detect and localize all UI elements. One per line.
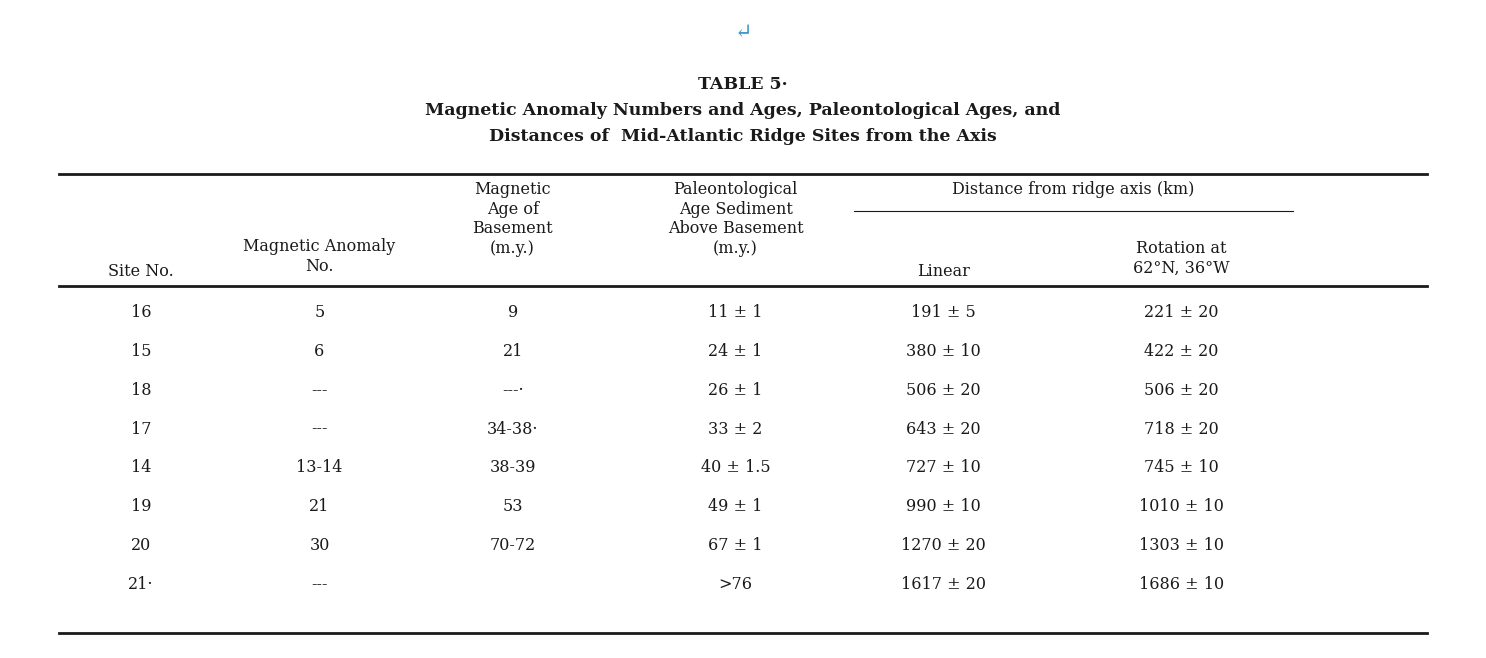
Text: ↵: ↵ bbox=[734, 23, 752, 42]
Text: ---: --- bbox=[311, 382, 328, 399]
Text: Paleontological
Age Sediment
Above Basement
(m.y.): Paleontological Age Sediment Above Basem… bbox=[667, 181, 804, 257]
Text: 1303 ± 10: 1303 ± 10 bbox=[1138, 537, 1224, 554]
Text: 14: 14 bbox=[131, 459, 152, 476]
Text: 1010 ± 10: 1010 ± 10 bbox=[1138, 498, 1224, 515]
Text: Distances of  Mid-Atlantic Ridge Sites from the Axis: Distances of Mid-Atlantic Ridge Sites fr… bbox=[489, 128, 997, 145]
Text: Site No.: Site No. bbox=[108, 263, 174, 280]
Text: Magnetic Anomaly Numbers and Ages, Paleontological Ages, and: Magnetic Anomaly Numbers and Ages, Paleo… bbox=[425, 102, 1061, 119]
Text: ---: --- bbox=[311, 420, 328, 438]
Text: Linear: Linear bbox=[917, 263, 970, 280]
Text: 1270 ± 20: 1270 ± 20 bbox=[901, 537, 987, 554]
Text: 506 ± 20: 506 ± 20 bbox=[1144, 382, 1219, 399]
Text: >76: >76 bbox=[719, 576, 752, 593]
Text: 33 ± 2: 33 ± 2 bbox=[709, 420, 762, 438]
Text: 5: 5 bbox=[315, 304, 324, 321]
Text: 21·: 21· bbox=[128, 576, 155, 593]
Text: 18: 18 bbox=[131, 382, 152, 399]
Text: 34-38·: 34-38· bbox=[487, 420, 538, 438]
Text: 745 ± 10: 745 ± 10 bbox=[1144, 459, 1219, 476]
Text: Magnetic
Age of
Basement
(m.y.): Magnetic Age of Basement (m.y.) bbox=[473, 181, 553, 257]
Text: 16: 16 bbox=[131, 304, 152, 321]
Text: 1617 ± 20: 1617 ± 20 bbox=[901, 576, 987, 593]
Text: 26 ± 1: 26 ± 1 bbox=[709, 382, 762, 399]
Text: 67 ± 1: 67 ± 1 bbox=[709, 537, 762, 554]
Text: 21: 21 bbox=[502, 343, 523, 360]
Text: Rotation at
62°N, 36°W: Rotation at 62°N, 36°W bbox=[1132, 240, 1230, 276]
Text: 221 ± 20: 221 ± 20 bbox=[1144, 304, 1219, 321]
Text: 49 ± 1: 49 ± 1 bbox=[709, 498, 762, 515]
Text: 643 ± 20: 643 ± 20 bbox=[906, 420, 981, 438]
Text: 990 ± 10: 990 ± 10 bbox=[906, 498, 981, 515]
Text: 17: 17 bbox=[131, 420, 152, 438]
Text: 19: 19 bbox=[131, 498, 152, 515]
Text: 30: 30 bbox=[309, 537, 330, 554]
Text: 191 ± 5: 191 ± 5 bbox=[911, 304, 976, 321]
Text: 6: 6 bbox=[315, 343, 324, 360]
Text: 38-39: 38-39 bbox=[489, 459, 536, 476]
Text: 11 ± 1: 11 ± 1 bbox=[709, 304, 762, 321]
Text: 20: 20 bbox=[131, 537, 152, 554]
Text: 21: 21 bbox=[309, 498, 330, 515]
Text: 1686 ± 10: 1686 ± 10 bbox=[1138, 576, 1224, 593]
Text: TABLE 5·: TABLE 5· bbox=[698, 76, 788, 93]
Text: ---·: ---· bbox=[502, 382, 523, 399]
Text: 53: 53 bbox=[502, 498, 523, 515]
Text: Distance from ridge axis (km): Distance from ridge axis (km) bbox=[953, 181, 1195, 198]
Text: 15: 15 bbox=[131, 343, 152, 360]
Text: 70-72: 70-72 bbox=[489, 537, 536, 554]
Text: 506 ± 20: 506 ± 20 bbox=[906, 382, 981, 399]
Text: 422 ± 20: 422 ± 20 bbox=[1144, 343, 1219, 360]
Text: 718 ± 20: 718 ± 20 bbox=[1144, 420, 1219, 438]
Text: 24 ± 1: 24 ± 1 bbox=[709, 343, 762, 360]
Text: 9: 9 bbox=[508, 304, 517, 321]
Text: ---: --- bbox=[311, 576, 328, 593]
Text: 727 ± 10: 727 ± 10 bbox=[906, 459, 981, 476]
Text: 380 ± 10: 380 ± 10 bbox=[906, 343, 981, 360]
Text: 13-14: 13-14 bbox=[296, 459, 343, 476]
Text: 40 ± 1.5: 40 ± 1.5 bbox=[701, 459, 770, 476]
Text: Magnetic Anomaly
No.: Magnetic Anomaly No. bbox=[244, 238, 395, 275]
